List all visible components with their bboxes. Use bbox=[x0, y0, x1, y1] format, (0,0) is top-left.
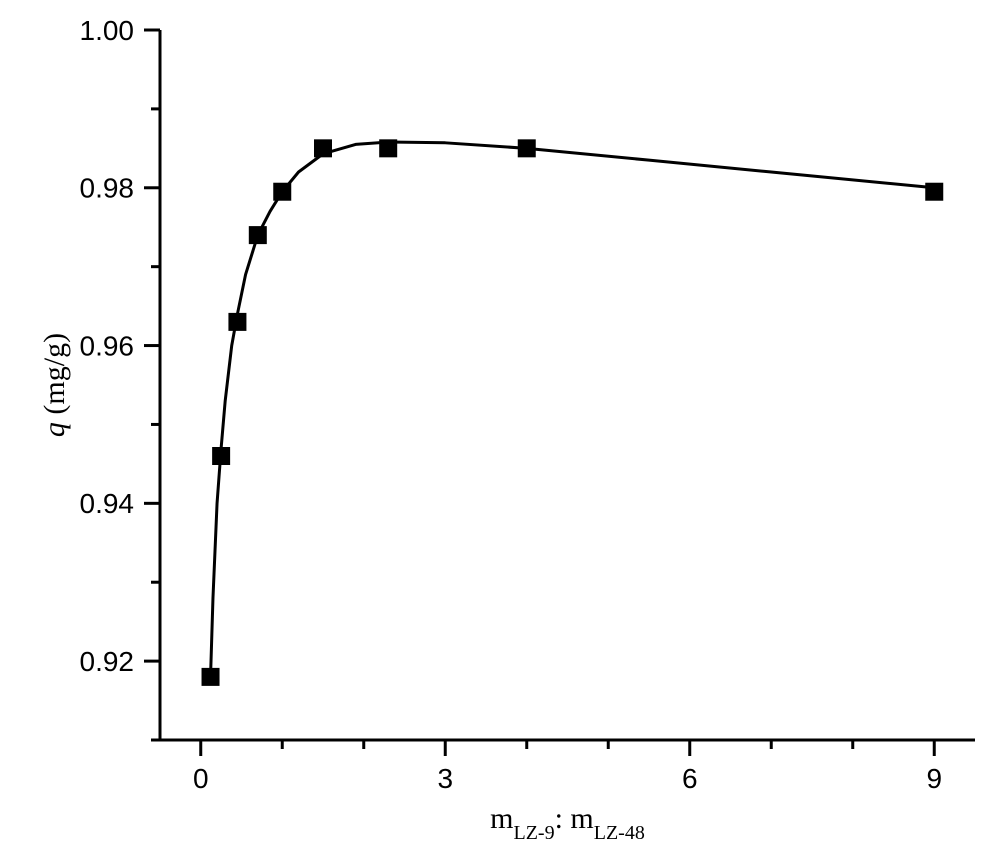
series-line bbox=[211, 142, 935, 677]
line-chart: 0 3 6 9 0.92 0.94 0.96 0.98 1.00 mLZ-9: mLZ-48 q (… bbox=[0, 0, 1000, 842]
data-point bbox=[212, 447, 230, 465]
data-point bbox=[379, 139, 397, 157]
y-tick-label: 0.98 bbox=[80, 173, 135, 204]
data-point bbox=[273, 183, 291, 201]
x-axis-title: mLZ-9: mLZ-48 bbox=[490, 802, 645, 842]
data-point bbox=[249, 226, 267, 244]
y-tick-label: 1.00 bbox=[80, 15, 135, 46]
y-axis-title: q (mg/g) bbox=[38, 333, 71, 437]
y-tick-label: 0.94 bbox=[80, 488, 135, 519]
y-tick-label: 0.92 bbox=[80, 646, 135, 677]
y-tick-label: 0.96 bbox=[80, 330, 135, 361]
chart-container: 0 3 6 9 0.92 0.94 0.96 0.98 1.00 mLZ-9: mLZ-48 q (… bbox=[0, 0, 1000, 842]
x-tick-label: 9 bbox=[926, 763, 942, 794]
x-tick-label: 6 bbox=[682, 763, 698, 794]
x-tick-label: 0 bbox=[193, 763, 209, 794]
data-point bbox=[202, 668, 220, 686]
x-tick-label: 3 bbox=[437, 763, 453, 794]
data-point bbox=[314, 139, 332, 157]
data-point bbox=[925, 183, 943, 201]
data-point bbox=[228, 313, 246, 331]
data-point bbox=[518, 139, 536, 157]
